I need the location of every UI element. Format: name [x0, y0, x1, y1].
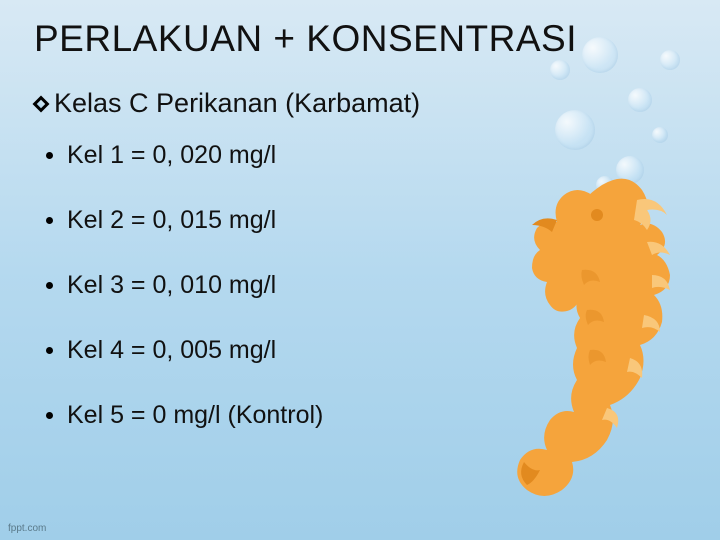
disc-bullet-icon	[46, 152, 53, 159]
list-item: Kel 2 = 0, 015 mg/l	[46, 206, 686, 235]
list-item: Kel 5 = 0 mg/l (Kontrol)	[46, 401, 686, 430]
item-text: Kel 3 = 0, 010 mg/l	[67, 271, 276, 300]
footer-credit: fppt.com	[8, 523, 46, 534]
disc-bullet-icon	[46, 282, 53, 289]
diamond-bullet-icon	[34, 97, 48, 111]
item-text: Kel 1 = 0, 020 mg/l	[67, 141, 276, 170]
subtitle-row: Kelas C Perikanan (Karbamat)	[34, 88, 686, 119]
slide-container: PERLAKUAN + KONSENTRASI Kelas C Perikana…	[0, 0, 720, 540]
item-text: Kel 2 = 0, 015 mg/l	[67, 206, 276, 235]
slide-title: PERLAKUAN + KONSENTRASI	[34, 18, 686, 60]
list-item: Kel 4 = 0, 005 mg/l	[46, 336, 686, 365]
list-item: Kel 3 = 0, 010 mg/l	[46, 271, 686, 300]
item-text: Kel 5 = 0 mg/l (Kontrol)	[67, 401, 323, 430]
list-item: Kel 1 = 0, 020 mg/l	[46, 141, 686, 170]
disc-bullet-icon	[46, 412, 53, 419]
item-text: Kel 4 = 0, 005 mg/l	[67, 336, 276, 365]
item-list: Kel 1 = 0, 020 mg/l Kel 2 = 0, 015 mg/l …	[34, 141, 686, 430]
disc-bullet-icon	[46, 217, 53, 224]
disc-bullet-icon	[46, 347, 53, 354]
subtitle-text: Kelas C Perikanan (Karbamat)	[54, 88, 420, 119]
